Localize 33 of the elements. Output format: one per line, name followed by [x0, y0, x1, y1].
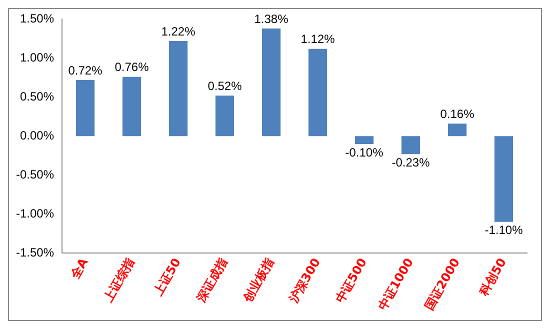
x-tick-label: 科创50	[476, 256, 510, 299]
data-label: 1.22%	[161, 24, 196, 38]
x-tick-label: 上证50	[150, 256, 184, 299]
y-tick-label: -0.50%	[16, 167, 54, 182]
x-tick-label: 全A	[67, 255, 91, 282]
data-label: 1.12%	[300, 32, 336, 46]
y-tick-label: -1.50%	[16, 245, 54, 260]
bar	[494, 136, 514, 222]
x-tick-label: 上证综指	[100, 256, 138, 306]
y-tick-label: 0.50%	[20, 89, 54, 104]
bar	[76, 80, 95, 136]
data-label: 0.16%	[440, 106, 475, 121]
data-label: 1.38%	[254, 12, 289, 26]
x-tick-label: 创业板指	[240, 256, 277, 306]
data-label: 0.72%	[68, 63, 103, 78]
y-tick-label: 1.50%	[20, 12, 54, 26]
data-label: -1.10%	[484, 223, 524, 238]
x-tick-label: 深证成指	[193, 256, 230, 306]
data-label: 0.52%	[208, 78, 242, 93]
bar	[448, 124, 467, 136]
y-tick-label: 0.00%	[20, 128, 54, 142]
y-tick-label: 1.00%	[20, 50, 54, 64]
data-label: -0.10%	[345, 145, 384, 160]
data-label: -0.23%	[392, 155, 430, 170]
y-tick-label: -1.00%	[16, 206, 54, 220]
bar	[262, 28, 281, 136]
bar	[122, 76, 142, 136]
bar	[215, 96, 234, 136]
bar	[354, 136, 374, 144]
bar	[168, 41, 188, 136]
data-label: 0.76%	[114, 60, 150, 74]
bar	[308, 48, 328, 136]
bar	[401, 136, 420, 154]
